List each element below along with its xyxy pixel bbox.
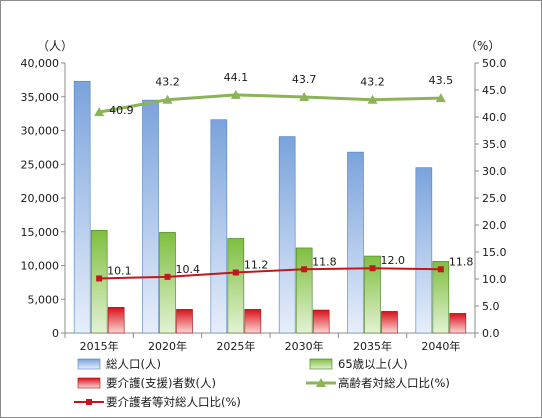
left-tick-label: 40,000: [21, 57, 60, 70]
point-triangle: [435, 93, 446, 103]
point-square: [369, 265, 376, 272]
x-tick-label: 2035年: [353, 339, 392, 353]
x-tick-label: 2040年: [421, 339, 460, 353]
data-label-ratio-elderly: 44.1: [224, 71, 249, 84]
right-tick-label: 25.0: [482, 192, 507, 205]
legend-swatch: [77, 358, 101, 370]
point-square: [301, 266, 308, 273]
series-line-2: [99, 267, 441, 280]
data-label-ratio-care: 11.8: [312, 255, 337, 268]
bar-3: [312, 309, 330, 334]
right-tick-label: 20.0: [482, 219, 507, 232]
right-axis-unit: （%）: [465, 39, 500, 53]
x-tick-label: 2020年: [148, 339, 187, 353]
left-axis-unit: （人）: [37, 39, 73, 53]
legend-label: 要介護者等対総人口比(%): [106, 395, 241, 409]
data-label-ratio-care: 10.4: [176, 263, 201, 276]
bar-2: [90, 230, 108, 334]
bar-3: [176, 309, 193, 334]
bar-2: [159, 232, 176, 334]
point-triangle: [367, 94, 378, 104]
point-triangle: [230, 89, 241, 99]
right-tick-label: 0.0: [482, 327, 500, 340]
legend: 総人口(人) 65歳以上(人) 要介護(支援)者数(人) 高齢者対総人口比(%) 要介護…: [74, 357, 450, 409]
bar-1: [347, 151, 364, 334]
legend-label: 65歳以上(人): [338, 357, 408, 371]
point-square: [96, 275, 103, 282]
bar-1: [210, 119, 228, 334]
data-label-ratio-care: 10.1: [107, 264, 131, 277]
series-line-1: [98, 93, 441, 114]
bar-2: [227, 238, 245, 334]
left-tick-label: 15,000: [21, 226, 60, 239]
legend-label: 高齢者対総人口比(%): [338, 376, 450, 390]
point-triangle: [162, 94, 173, 104]
x-tick-label: 2025年: [216, 339, 255, 353]
point-square: [232, 269, 239, 276]
legend-marker-square: [86, 399, 92, 405]
left-tick-label: 10,000: [21, 260, 60, 273]
bars-layer: [73, 80, 467, 334]
right-tick-label: 50.0: [482, 57, 507, 70]
data-label-ratio-care: 12.0: [381, 254, 406, 267]
data-label-ratio-elderly: 43.7: [292, 73, 317, 86]
axes-layer: 0 5,000 10,000 15,000 20,000 25,000 30,000 35,0…: [21, 39, 507, 353]
point-square: [164, 273, 171, 280]
data-label-ratio-elderly: 43.5: [429, 74, 454, 87]
bar-1: [415, 167, 433, 334]
left-tick-label: 0: [52, 327, 59, 340]
right-tick-label: 10.0: [482, 273, 507, 286]
data-label-ratio-elderly: 43.2: [360, 76, 385, 89]
x-tick-label: 2030年: [285, 339, 324, 353]
bar-1: [142, 99, 159, 334]
legend-swatch: [77, 377, 101, 389]
left-tick-label: 35,000: [21, 91, 60, 104]
data-label-ratio-elderly: 40.9: [109, 104, 133, 117]
bar-2: [295, 247, 313, 334]
data-label-ratio-elderly: 43.2: [155, 76, 180, 89]
bar-1: [278, 136, 296, 334]
bar-2: [432, 261, 450, 334]
legend-label: 総人口(人): [106, 357, 161, 371]
data-label-ratio-care: 11.2: [244, 259, 268, 272]
right-tick-label: 45.0: [482, 84, 507, 97]
point-triangle: [94, 107, 105, 117]
x-tick-label: 2015年: [80, 339, 119, 353]
legend-label: 要介護(支援)者数(人): [106, 376, 216, 390]
bar-3: [107, 307, 125, 334]
right-tick-label: 40.0: [482, 111, 507, 124]
bar-3: [381, 311, 398, 334]
bar-2: [364, 255, 381, 334]
bar-3: [244, 309, 262, 334]
point-square: [437, 266, 444, 273]
bar-3: [449, 313, 467, 334]
left-tick-label: 5,000: [28, 293, 60, 306]
right-tick-label: 30.0: [482, 165, 507, 178]
right-tick-label: 5.0: [482, 300, 500, 313]
right-tick-label: 15.0: [482, 246, 507, 259]
left-tick-label: 25,000: [21, 158, 60, 171]
right-tick-label: 35.0: [482, 138, 507, 151]
left-tick-label: 20,000: [21, 192, 60, 205]
point-triangle: [299, 92, 310, 102]
data-label-ratio-care: 11.8: [449, 255, 474, 268]
lines-layer: 40.9 43.2 44.1 43.7 43.2 43.5 10.1 10.4 11.2 11.8…: [94, 71, 473, 282]
left-tick-label: 30,000: [21, 125, 60, 138]
legend-marker-triangle: [316, 378, 326, 387]
bar-1: [73, 80, 91, 334]
legend-swatch: [309, 358, 333, 370]
